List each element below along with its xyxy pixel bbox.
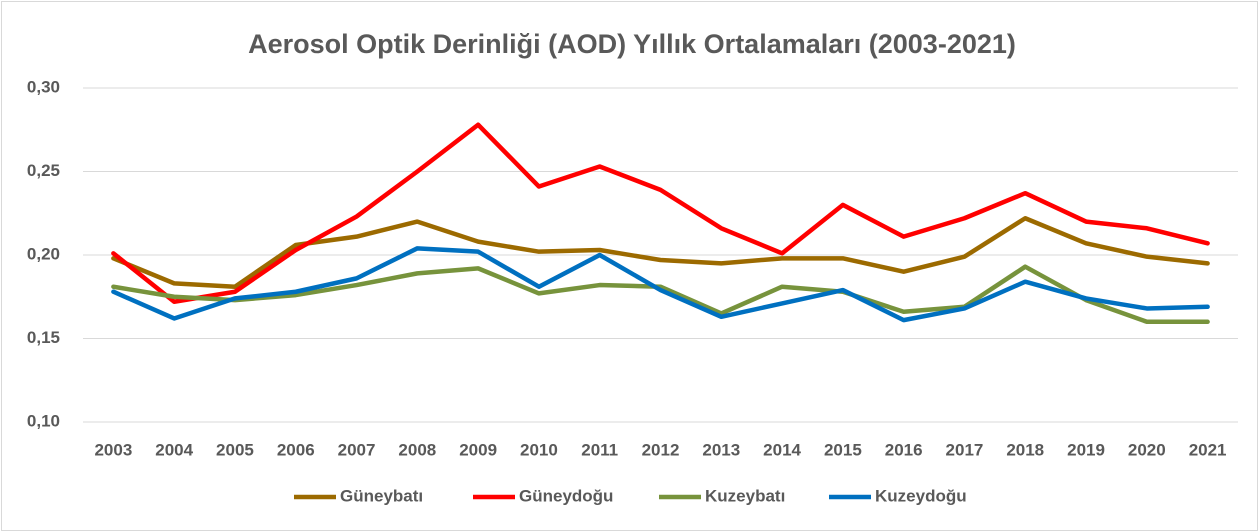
legend-label: Güneydoğu — [519, 486, 613, 505]
y-tick-label: 0,25 — [27, 161, 60, 180]
series-line — [111, 264, 1210, 325]
legend-label: Güneybatı — [340, 486, 423, 505]
series-line — [111, 122, 1210, 305]
x-tick-label: 2008 — [398, 440, 436, 459]
legend-label: Kuzeybatı — [705, 486, 785, 505]
chart-title: Aerosol Optik Derinliği (AOD) Yıllık Ort… — [248, 29, 1016, 59]
x-tick-label: 2014 — [763, 440, 801, 459]
y-tick-label: 0,10 — [27, 411, 60, 430]
x-tick-label: 2004 — [155, 440, 193, 459]
y-tick-label: 0,15 — [27, 328, 60, 347]
x-tick-label: 2012 — [642, 440, 680, 459]
legend-label: Kuzeydoğu — [875, 486, 967, 505]
series-line — [111, 216, 1210, 289]
x-tick-label: 2013 — [702, 440, 740, 459]
x-tick-label: 2005 — [216, 440, 254, 459]
x-tick-label: 2006 — [277, 440, 315, 459]
y-tick-label: 0,20 — [27, 244, 60, 263]
x-tick-label: 2003 — [94, 440, 132, 459]
x-tick-label: 2007 — [338, 440, 376, 459]
x-tick-label: 2009 — [459, 440, 497, 459]
x-tick-label: 2018 — [1006, 440, 1044, 459]
x-tick-label: 2021 — [1189, 440, 1227, 459]
x-tick-label: 2019 — [1067, 440, 1105, 459]
x-tick-label: 2011 — [581, 440, 618, 459]
series-line — [111, 246, 1210, 323]
x-tick-label: 2020 — [1128, 440, 1166, 459]
x-tick-label: 2010 — [520, 440, 558, 459]
y-tick-label: 0,30 — [27, 77, 60, 96]
x-tick-label: 2017 — [946, 440, 984, 459]
x-tick-label: 2015 — [824, 440, 862, 459]
x-tick-label: 2016 — [885, 440, 923, 459]
